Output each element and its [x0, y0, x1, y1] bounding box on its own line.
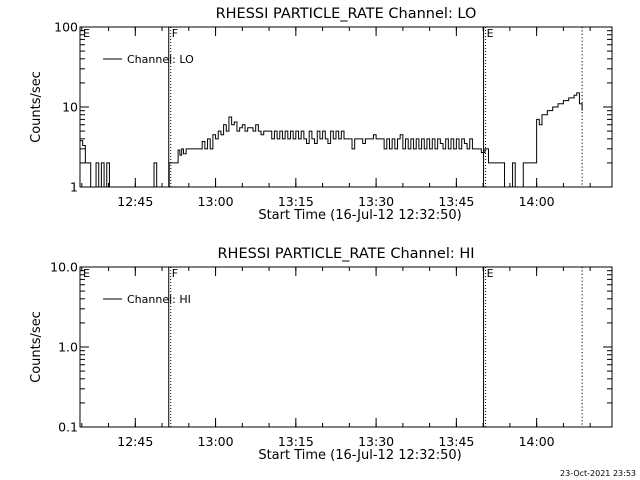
x-tick-label: 13:00: [198, 434, 234, 449]
event-marker-label: E: [487, 267, 494, 280]
chart-panel-1: RHESSI PARTICLE_RATE Channel: HI 0.1 1.0 10…: [29, 246, 613, 463]
chart-title: RHESSI PARTICLE_RATE Channel: LO: [216, 6, 477, 22]
x-axis-label: Start Time (16-Jul-12 12:32:50): [258, 448, 461, 463]
y-tick-label: 10.0: [50, 260, 78, 275]
y-axis-label: Counts/sec: [29, 71, 44, 143]
x-tick-label: 13:30: [358, 194, 394, 209]
x-tick-label: 13:15: [278, 194, 314, 209]
chart-panel-0: RHESSI PARTICLE_RATE Channel: LO 1 10 100 12…: [29, 6, 613, 223]
x-tick-label: 13:45: [438, 194, 474, 209]
timestamp-label: 23-Oct-2021 23:53: [560, 469, 636, 478]
legend-entry: Channel: HI: [127, 293, 191, 306]
x-tick-label: 13:15: [278, 434, 314, 449]
chart-title: RHESSI PARTICLE_RATE Channel: HI: [217, 246, 474, 262]
event-marker-label: E: [83, 27, 90, 40]
event-marker-label: F: [172, 27, 178, 40]
y-tick-label: 1.0: [58, 340, 78, 355]
x-tick-label: 14:00: [519, 434, 555, 449]
event-marker-label: E: [83, 267, 90, 280]
y-tick-label: 1: [70, 180, 78, 195]
event-marker-label: F: [172, 267, 178, 280]
x-tick-label: 12:45: [117, 434, 153, 449]
plot-frame: [79, 266, 613, 428]
data-series-line: [80, 92, 583, 188]
event-marker-label: E: [487, 27, 494, 40]
y-tick-label: 0.1: [58, 420, 78, 435]
x-axis-label: Start Time (16-Jul-12 12:32:50): [258, 208, 461, 223]
x-tick-label: 12:45: [117, 194, 153, 209]
x-tick-label: 13:00: [198, 194, 234, 209]
x-tick-label: 13:45: [438, 434, 474, 449]
y-tick-label: 10: [62, 100, 78, 115]
legend-entry: Channel: LO: [127, 53, 194, 66]
x-tick-label: 13:30: [358, 434, 394, 449]
x-tick-label: 14:00: [519, 194, 555, 209]
y-tick-label: 100: [54, 20, 78, 35]
y-axis-label: Counts/sec: [29, 311, 44, 383]
